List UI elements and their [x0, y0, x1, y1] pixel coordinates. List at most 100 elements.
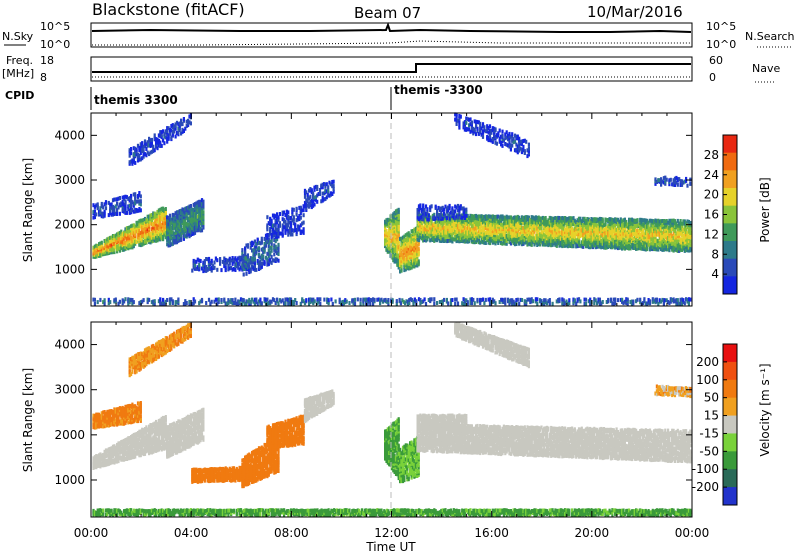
data-cell [430, 221, 433, 226]
data-cell [470, 227, 473, 232]
data-cell [159, 132, 162, 137]
data-cell [436, 212, 439, 217]
data-cell [141, 156, 144, 161]
data-cell [491, 229, 494, 234]
nsky-trace [91, 22, 692, 33]
data-cell [124, 199, 127, 204]
data-cell [502, 235, 505, 239]
data-cell [138, 157, 141, 162]
data-cell [274, 244, 277, 249]
data-cell [644, 231, 647, 235]
data-cell [182, 207, 185, 212]
data-cell [618, 224, 621, 229]
data-cell [407, 249, 410, 254]
data-cell [138, 191, 141, 195]
data-cell [245, 261, 248, 266]
data-cell [441, 213, 444, 218]
data-cell [103, 202, 106, 207]
data-cell [635, 236, 638, 241]
data-cell [647, 226, 650, 231]
data-cell [393, 237, 396, 242]
data-cell [148, 238, 151, 243]
data-cell [484, 241, 487, 245]
data-cell [257, 264, 261, 269]
data-cell [583, 233, 586, 237]
data-cell [501, 143, 504, 148]
data-cell [416, 263, 419, 268]
data-cell [404, 246, 407, 250]
data-cell [246, 243, 249, 248]
data-cell [223, 260, 226, 265]
data-cell [557, 215, 560, 220]
data-cell [130, 230, 133, 235]
data-cell [224, 265, 227, 270]
data-cell [433, 225, 436, 230]
data-cell [110, 212, 113, 217]
data-cell [616, 230, 620, 235]
data-cell [188, 114, 191, 119]
data-cell [157, 133, 160, 138]
data-cell [388, 242, 391, 247]
data-cell [616, 221, 620, 226]
data-cell [173, 215, 176, 220]
data-cell [481, 220, 485, 225]
data-cell [302, 230, 305, 235]
data-cell [488, 222, 492, 227]
data-cell [188, 218, 191, 223]
data-cell [561, 240, 564, 245]
data-cell [451, 222, 454, 227]
data-cell [168, 228, 172, 233]
data-cell [181, 127, 184, 132]
data-cell [586, 217, 589, 221]
data-cell [523, 240, 526, 245]
data-cell [228, 256, 231, 261]
data-cell [598, 243, 601, 248]
data-cell [388, 218, 391, 223]
data-cell [529, 220, 532, 225]
data-cell [650, 233, 653, 238]
data-cell [541, 230, 544, 235]
data-cell [597, 221, 600, 226]
data-cell [145, 142, 148, 147]
data-cell [262, 261, 265, 266]
data-cell [619, 237, 622, 242]
data-cell [182, 129, 185, 133]
data-cell [554, 219, 557, 223]
data-cell [429, 238, 432, 243]
data-cell [227, 258, 230, 263]
data-cell [586, 227, 589, 232]
data-cell [637, 234, 640, 239]
data-cell [156, 236, 159, 241]
data-cell [131, 227, 134, 232]
data-cell [587, 238, 590, 243]
data-cell [513, 215, 517, 220]
data-cell [459, 114, 462, 119]
data-cell [444, 219, 447, 224]
data-cell [403, 246, 406, 251]
data-cell [148, 152, 151, 157]
data-cell [625, 222, 628, 227]
data-cell [237, 265, 240, 270]
data-cell [419, 213, 422, 218]
data-cell [159, 207, 162, 212]
data-cell [131, 158, 134, 163]
data-cell [414, 226, 417, 231]
data-cell [276, 257, 279, 262]
data-cell [483, 218, 486, 223]
data-cell [390, 249, 393, 254]
data-cell [559, 236, 562, 241]
nsky-label: N.Sky [2, 30, 34, 43]
data-cell [173, 235, 176, 240]
data-cell [238, 259, 241, 264]
data-cell [436, 218, 439, 223]
data-cell [163, 141, 166, 146]
nave-tick-low: 0 [709, 71, 716, 84]
data-cell [437, 212, 440, 217]
data-cell [192, 265, 195, 270]
data-cell [534, 238, 537, 243]
data-cell [628, 217, 631, 222]
data-cell [536, 215, 539, 220]
data-cell [654, 239, 657, 244]
data-cell [509, 237, 512, 241]
data-cell [643, 222, 646, 227]
